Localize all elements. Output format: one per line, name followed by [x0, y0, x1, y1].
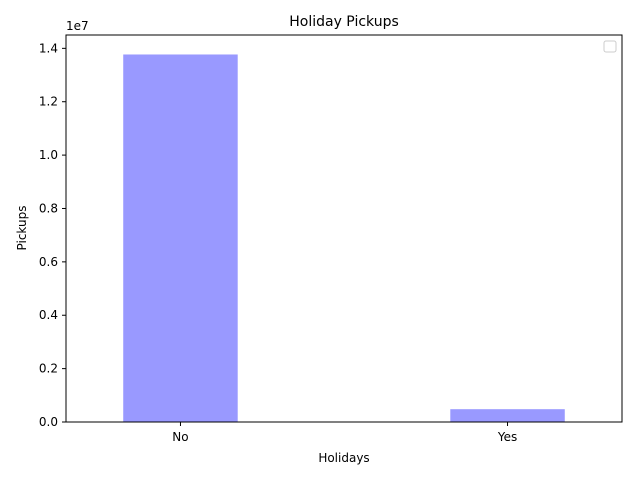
- y-tick-label: 0.8: [39, 201, 58, 215]
- y-axis-label: Pickups: [15, 206, 29, 251]
- x-tick-label: No: [172, 430, 188, 444]
- bar-no: [123, 54, 238, 422]
- y-tick-label: 0.6: [39, 255, 58, 269]
- y-tick-label: 0.0: [39, 415, 58, 429]
- y-tick-label: 1.0: [39, 148, 58, 162]
- y-tick-label: 0.2: [39, 362, 58, 376]
- x-tick-label: Yes: [497, 430, 517, 444]
- legend-box: [603, 40, 617, 53]
- x-axis-label: Holidays: [318, 451, 369, 465]
- y-offset-label: 1e7: [66, 19, 89, 33]
- y-tick-label: 1.4: [39, 41, 58, 55]
- y-tick-label: 1.2: [39, 95, 58, 109]
- plot-frame: [65, 34, 623, 423]
- chart-title: Holiday Pickups: [289, 14, 399, 30]
- bar-yes: [450, 409, 565, 422]
- y-tick-label: 0.4: [39, 308, 58, 322]
